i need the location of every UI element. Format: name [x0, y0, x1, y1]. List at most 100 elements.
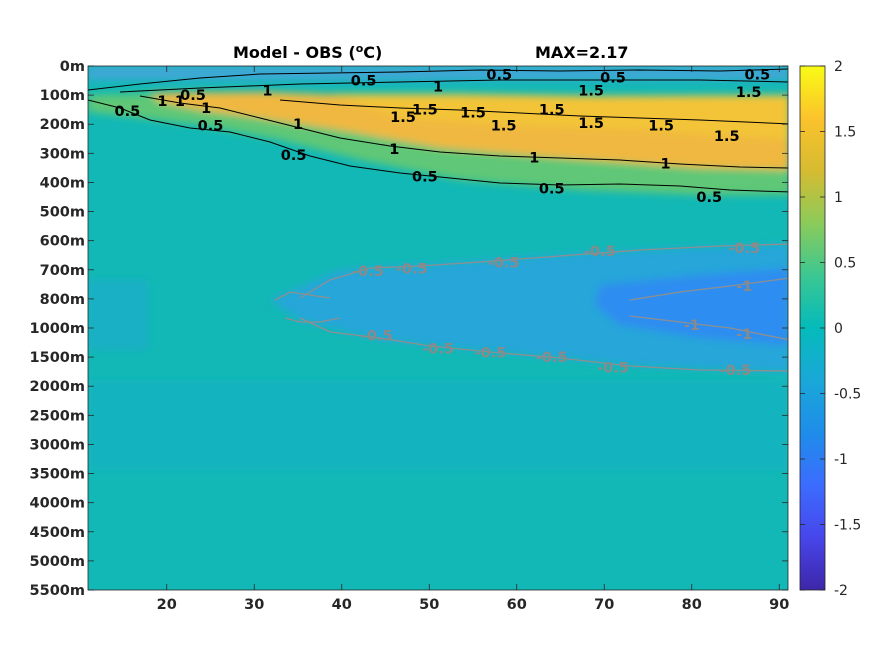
y-tick-label: 100m: [40, 88, 85, 104]
contour-label-negative: -0.5: [584, 244, 616, 260]
contour-label-negative: -1: [684, 318, 700, 334]
y-tick-label: 500m: [40, 205, 85, 221]
contour-label-positive: 1.5: [412, 103, 438, 119]
contour-0.5-shallow: [88, 68, 788, 91]
y-tick-label: 0m: [60, 59, 85, 75]
colorbar-tick-label: -0.5: [834, 387, 861, 403]
contour-label-positive: 0.5: [198, 119, 224, 135]
contour-label-negative: -0.5: [361, 328, 393, 344]
contour-label-positive: 1.5: [648, 119, 674, 135]
contour-label-positive: 0.5: [486, 68, 512, 84]
x-tick-label: 30: [244, 597, 264, 613]
contour-neg1-left-a: [274, 291, 331, 301]
x-tick-label: 80: [682, 597, 702, 613]
contour-label-negative: -0.5: [396, 261, 428, 277]
contour-label-positive: 1.5: [736, 85, 762, 101]
contour-neg0.5-lower: [299, 317, 788, 372]
chart-title: Model - OBS (oC): [233, 42, 382, 62]
contour-label-positive: 0.5: [412, 170, 438, 186]
y-tick-label: 300m: [40, 146, 85, 162]
y-tick-label: 3500m: [30, 467, 85, 483]
contour-labels-negative: -0.5 -0.5 -0.5 -0.5 -0.5 -0.5 -0.5 -0.5 -0.5 -0.5…: [352, 241, 760, 379]
contour-label-negative: -0.5: [728, 241, 760, 257]
cold-band-light: [270, 244, 788, 372]
y-tick-label: 3000m: [30, 437, 85, 453]
x-tick-label: 60: [507, 597, 527, 613]
y-tick-label: 5500m: [30, 583, 85, 599]
x-tick-label: 50: [419, 597, 439, 613]
y-tick-label: 4500m: [30, 525, 85, 541]
contour-label-positive: 0.5: [539, 181, 565, 197]
contour-label-positive: 1: [157, 94, 167, 110]
colorbar-tick-label: 0: [834, 321, 843, 337]
contour-label-positive: 1.5: [714, 129, 740, 145]
contour-label-positive: 1.5: [491, 119, 517, 135]
plot-area: 0.51 10.510.5110.50.51.51.5110.50.51.51.5…: [88, 66, 788, 590]
contour-label-positive: 0.5: [115, 104, 141, 120]
contour-1.5: [279, 99, 788, 125]
title-unit-tail: C): [363, 43, 382, 62]
contour-label-positive: 0.5: [180, 88, 206, 104]
contours-positive: [88, 68, 788, 193]
chart-max-label: MAX=2.17: [535, 43, 629, 62]
y-tick-label: 800m: [40, 292, 85, 308]
contour-label-positive: 1.5: [578, 116, 604, 132]
contour-neg1-lower: [629, 315, 788, 341]
y-tick-label: 2000m: [30, 379, 85, 395]
left-edge-shade: [88, 280, 148, 350]
contour-neg1-left-b: [284, 317, 341, 323]
colorbar-tick-label: 1: [834, 190, 843, 206]
y-tick-label: 1000m: [30, 321, 85, 337]
contour-label-positive: 1: [175, 94, 185, 110]
y-axis: 0m 100m 200m 300m 400m 500m 600m 700m 800m 1000m 1…: [30, 59, 788, 599]
y-tick-label: 2500m: [30, 408, 85, 424]
contour-label-negative: -0.5: [422, 341, 454, 357]
colorbar-tick-label: 1.5: [834, 125, 856, 141]
y-tick-label: 1500m: [30, 350, 85, 366]
x-axis: 20 30 40 50 60 70 80 90: [157, 66, 789, 613]
colorbar-tick-label: 2: [834, 59, 843, 75]
contour-label-positive: 1: [389, 142, 399, 158]
contour-label-negative: -0.5: [720, 363, 752, 379]
x-tick-label: 90: [769, 597, 789, 613]
warm-band-yellow: [330, 94, 788, 140]
contour-label-negative: -1: [736, 327, 752, 343]
contour-1-top: [119, 79, 788, 93]
contour-label-positive: 0.5: [745, 68, 771, 84]
contour-labels-positive: 0.51 10.510.5110.50.51.51.5110.50.51.51.5…: [115, 68, 771, 206]
contour-label-positive: 1: [293, 117, 303, 133]
contour-label-positive: 0.5: [281, 148, 307, 164]
y-tick-label: 200m: [40, 117, 85, 133]
title-text: Model - OBS (: [233, 43, 356, 62]
y-tick-label: 5000m: [30, 554, 85, 570]
contour-label-positive: 1: [529, 151, 539, 167]
x-tick-label: 20: [157, 597, 177, 613]
colorbar-axis: 2 1.5 1 0.5 0 -0.5 -1 -1.5 -2: [800, 59, 861, 599]
title-unit-superscript: o: [356, 42, 364, 55]
contour-label-positive: 0.5: [600, 71, 626, 87]
y-tick-label: 400m: [40, 175, 85, 191]
surface-blue-strip: [88, 66, 788, 80]
contour-label-positive: 1.5: [390, 110, 416, 126]
x-tick-label: 70: [594, 597, 614, 613]
contour-label-positive: 1: [433, 79, 443, 95]
colorbar-tick-label: -1: [834, 452, 848, 468]
contour-1: [139, 95, 788, 169]
colorbar-tick-label: -2: [834, 583, 848, 599]
x-tick-label: 40: [332, 597, 352, 613]
colorbar-tick-label: 0.5: [834, 256, 856, 272]
contour-label-positive: 1: [201, 101, 211, 117]
anomaly-fill: [88, 66, 788, 470]
contour-label-positive: 1: [660, 157, 670, 173]
contour-label-positive: 0.5: [351, 74, 377, 90]
cold-band-deep: [595, 268, 788, 345]
y-tick-label: 700m: [40, 263, 85, 279]
contour-0.5-deep: [88, 99, 788, 193]
contour-label-negative: -0.5: [536, 350, 568, 366]
colorbar-tick-label: -1.5: [834, 518, 861, 534]
contour-label-positive: 1: [262, 84, 272, 100]
deep-shade: [88, 380, 788, 470]
contour-label-positive: 1.5: [578, 84, 604, 100]
contour-label-positive: 0.5: [696, 190, 722, 206]
